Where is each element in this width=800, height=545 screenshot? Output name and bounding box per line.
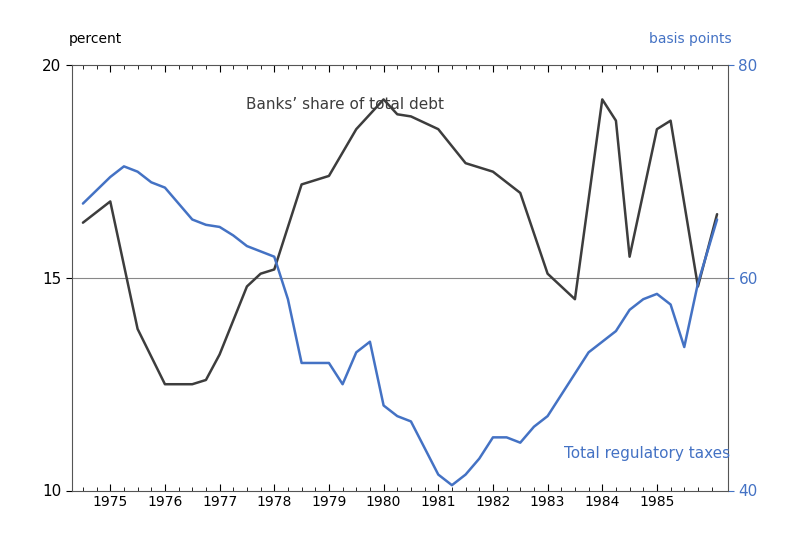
Text: Total regulatory taxes: Total regulatory taxes <box>564 446 730 461</box>
Text: Banks’ share of total debt: Banks’ share of total debt <box>246 97 444 112</box>
Text: percent: percent <box>69 32 122 46</box>
Text: basis points: basis points <box>649 32 731 46</box>
